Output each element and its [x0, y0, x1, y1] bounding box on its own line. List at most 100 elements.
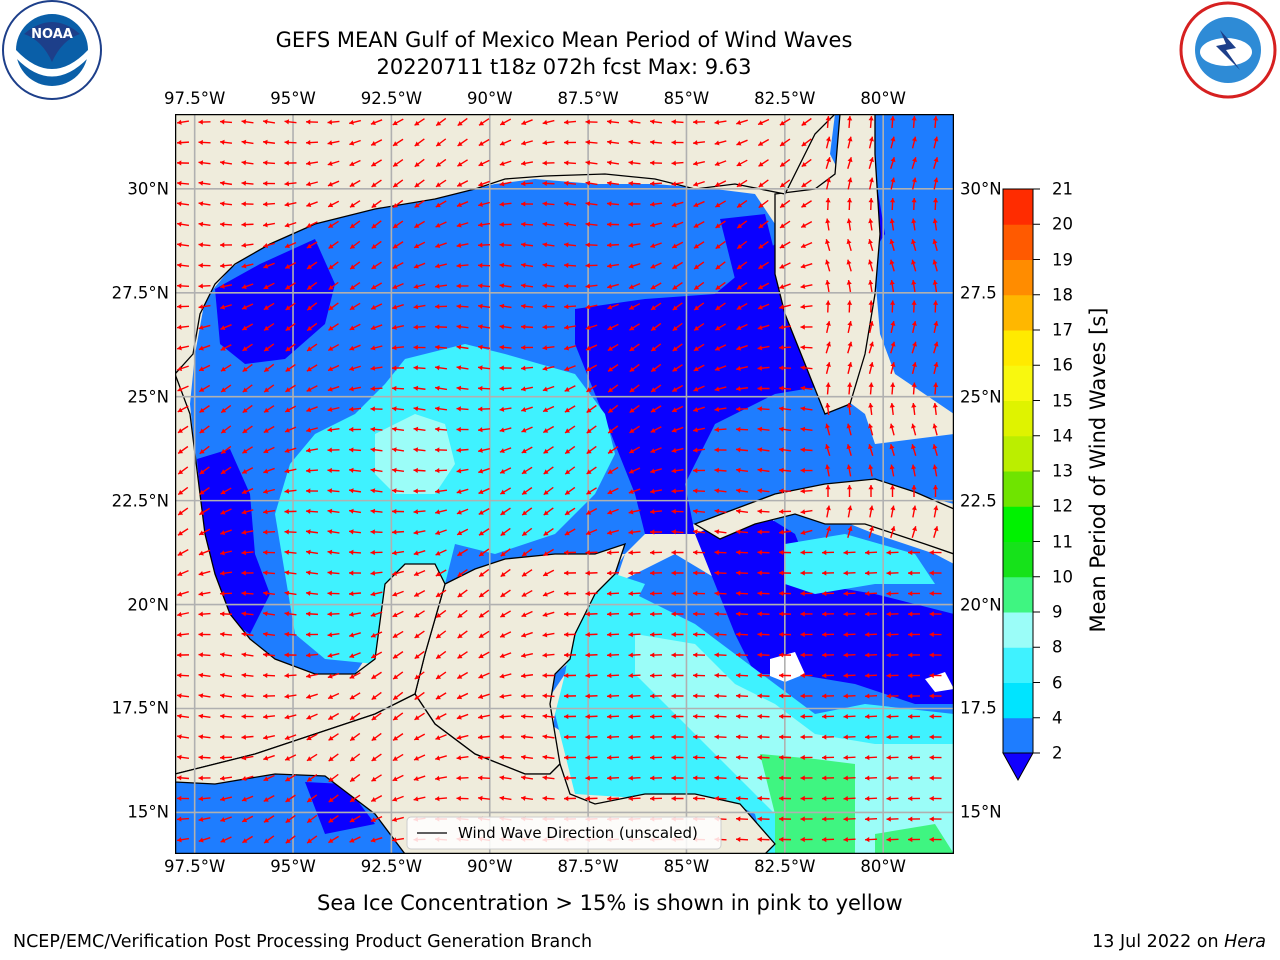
- wind-arrow-head: [933, 341, 939, 347]
- wind-arrow-head: [822, 795, 827, 802]
- wind-arrow-head: [521, 386, 526, 392]
- wind-arrow-head: [736, 467, 741, 473]
- wind-arrow-head: [435, 182, 441, 187]
- wind-arrow-head: [933, 177, 939, 183]
- wind-arrow-head: [607, 529, 613, 535]
- wind-arrow-head: [911, 403, 917, 408]
- wind-arrow-head: [846, 259, 852, 265]
- wind-arrow-head: [220, 775, 225, 781]
- wind-arrow-head: [929, 754, 934, 761]
- wind-arrow-head: [220, 837, 226, 843]
- wind-arrow-head: [263, 139, 268, 145]
- wind-arrow-head: [886, 570, 891, 576]
- wind-arrow-head: [825, 136, 831, 142]
- wind-arrow-head: [349, 837, 355, 843]
- wind-arrow-head: [177, 345, 182, 351]
- wind-arrow-head: [413, 571, 419, 577]
- wind-arrow-head: [628, 119, 634, 125]
- wind-arrow-head: [521, 324, 526, 330]
- wind-arrow-head: [843, 550, 848, 556]
- wind-arrow-head: [522, 510, 528, 516]
- wind-arrow-head: [478, 714, 483, 720]
- wind-arrow-head: [886, 652, 891, 658]
- wind-arrow-head: [737, 264, 743, 270]
- white-patch-1: [770, 652, 805, 682]
- wind-arrow-head: [177, 672, 182, 678]
- wind-arrow-head: [693, 119, 698, 125]
- wind-arrow-head: [220, 570, 225, 576]
- wind-arrow-head: [911, 362, 917, 367]
- wind-arrow-head: [371, 223, 377, 229]
- wind-arrow-head: [199, 407, 205, 413]
- wind-arrow-head: [371, 756, 377, 761]
- date-machine: 13 Jul 2022 on Hera: [1092, 932, 1266, 952]
- wind-arrow-head: [607, 611, 612, 617]
- wind-arrow-head: [585, 283, 591, 289]
- wind-arrow-head: [629, 407, 635, 413]
- wind-arrow-head: [478, 427, 483, 433]
- wind-arrow-head: [628, 570, 633, 576]
- wind-arrow-head: [413, 324, 418, 330]
- wind-arrow-head: [478, 775, 483, 781]
- wind-arrow-head: [800, 754, 805, 761]
- wind-arrow-head: [327, 590, 332, 597]
- wind-arrow-head: [607, 632, 612, 638]
- wind-arrow-head: [393, 674, 399, 680]
- wind-arrow-head: [328, 243, 334, 249]
- wind-arrow-head: [650, 263, 656, 269]
- wind-arrow-head: [715, 202, 721, 208]
- wind-arrow-head: [478, 510, 484, 515]
- wind-arrow-head: [413, 365, 418, 371]
- wind-arrow-head: [846, 198, 853, 203]
- wind-arrow-head: [650, 754, 655, 761]
- wind-arrow-head: [413, 488, 418, 494]
- wind-arrow-head: [822, 734, 827, 740]
- colorbar-tick-label: 4: [1052, 708, 1063, 728]
- wind-arrow-head: [843, 837, 848, 843]
- wind-arrow-head: [414, 653, 420, 659]
- wind-arrow-head: [890, 505, 896, 511]
- wind-arrow-head: [671, 119, 676, 125]
- wind-arrow-head: [585, 795, 590, 802]
- wind-arrow-head: [413, 304, 419, 310]
- wind-arrow-head: [736, 775, 741, 781]
- wind-arrow-head: [350, 715, 356, 720]
- wind-arrow-head: [327, 549, 333, 555]
- wind-arrow-head: [177, 713, 182, 719]
- wind-arrow-head: [284, 529, 289, 535]
- wind-arrow-head: [564, 386, 570, 392]
- wind-arrow-head: [284, 468, 290, 474]
- wind-arrow-head: [521, 795, 526, 801]
- wind-arrow-head: [693, 775, 698, 781]
- wind-arrow-head: [371, 735, 377, 741]
- wind-arrow-head: [693, 140, 698, 146]
- wind-arrow-head: [241, 119, 247, 125]
- wind-arrow-head: [198, 713, 204, 719]
- wind-arrow-head: [564, 180, 569, 186]
- wind-arrow-head: [693, 652, 698, 658]
- wind-arrow-head: [564, 611, 569, 617]
- wind-arrow-head: [479, 120, 485, 126]
- wind-arrow-head: [800, 324, 805, 330]
- chart-subtitle: 20220711 t18z 072h fcst Max: 9.63: [376, 55, 752, 79]
- wind-arrow-head: [435, 571, 441, 577]
- wind-arrow-head: [628, 796, 633, 802]
- wind-arrow-head: [457, 182, 463, 187]
- wind-arrow-head: [327, 611, 332, 617]
- wind-arrow-head: [629, 448, 635, 454]
- wind-arrow-head: [929, 816, 934, 822]
- wind-arrow-head: [607, 550, 612, 556]
- wind-arrow-head: [800, 529, 806, 535]
- wind-arrow-head: [285, 776, 291, 782]
- wind-arrow-head: [911, 116, 917, 121]
- wind-arrow-head: [672, 264, 678, 269]
- wind-arrow-head: [671, 488, 676, 494]
- wind-arrow-head: [263, 160, 268, 166]
- wind-arrow-head: [801, 202, 807, 208]
- wind-arrow-head: [264, 346, 270, 352]
- wind-arrow-head: [714, 652, 719, 658]
- wind-arrow-head: [414, 243, 420, 249]
- wind-arrow-head: [932, 464, 938, 470]
- wind-arrow-head: [672, 366, 678, 372]
- wind-arrow-head: [779, 631, 784, 638]
